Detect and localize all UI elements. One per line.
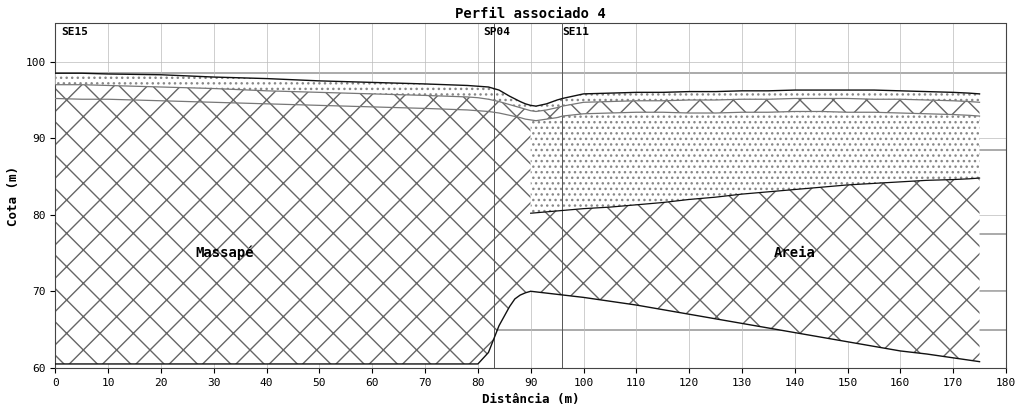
Polygon shape bbox=[55, 73, 980, 112]
Text: SE11: SE11 bbox=[563, 27, 589, 37]
Text: SE15: SE15 bbox=[60, 27, 88, 37]
Polygon shape bbox=[55, 85, 531, 364]
Polygon shape bbox=[531, 112, 980, 213]
Y-axis label: Cota (m): Cota (m) bbox=[7, 166, 19, 225]
X-axis label: Distância (m): Distância (m) bbox=[482, 393, 579, 406]
Text: Massapé: Massapé bbox=[195, 246, 254, 260]
Title: Perfil associado 4: Perfil associado 4 bbox=[455, 7, 606, 21]
Text: SP04: SP04 bbox=[483, 27, 510, 37]
Polygon shape bbox=[531, 98, 980, 362]
Text: Areia: Areia bbox=[773, 246, 815, 260]
